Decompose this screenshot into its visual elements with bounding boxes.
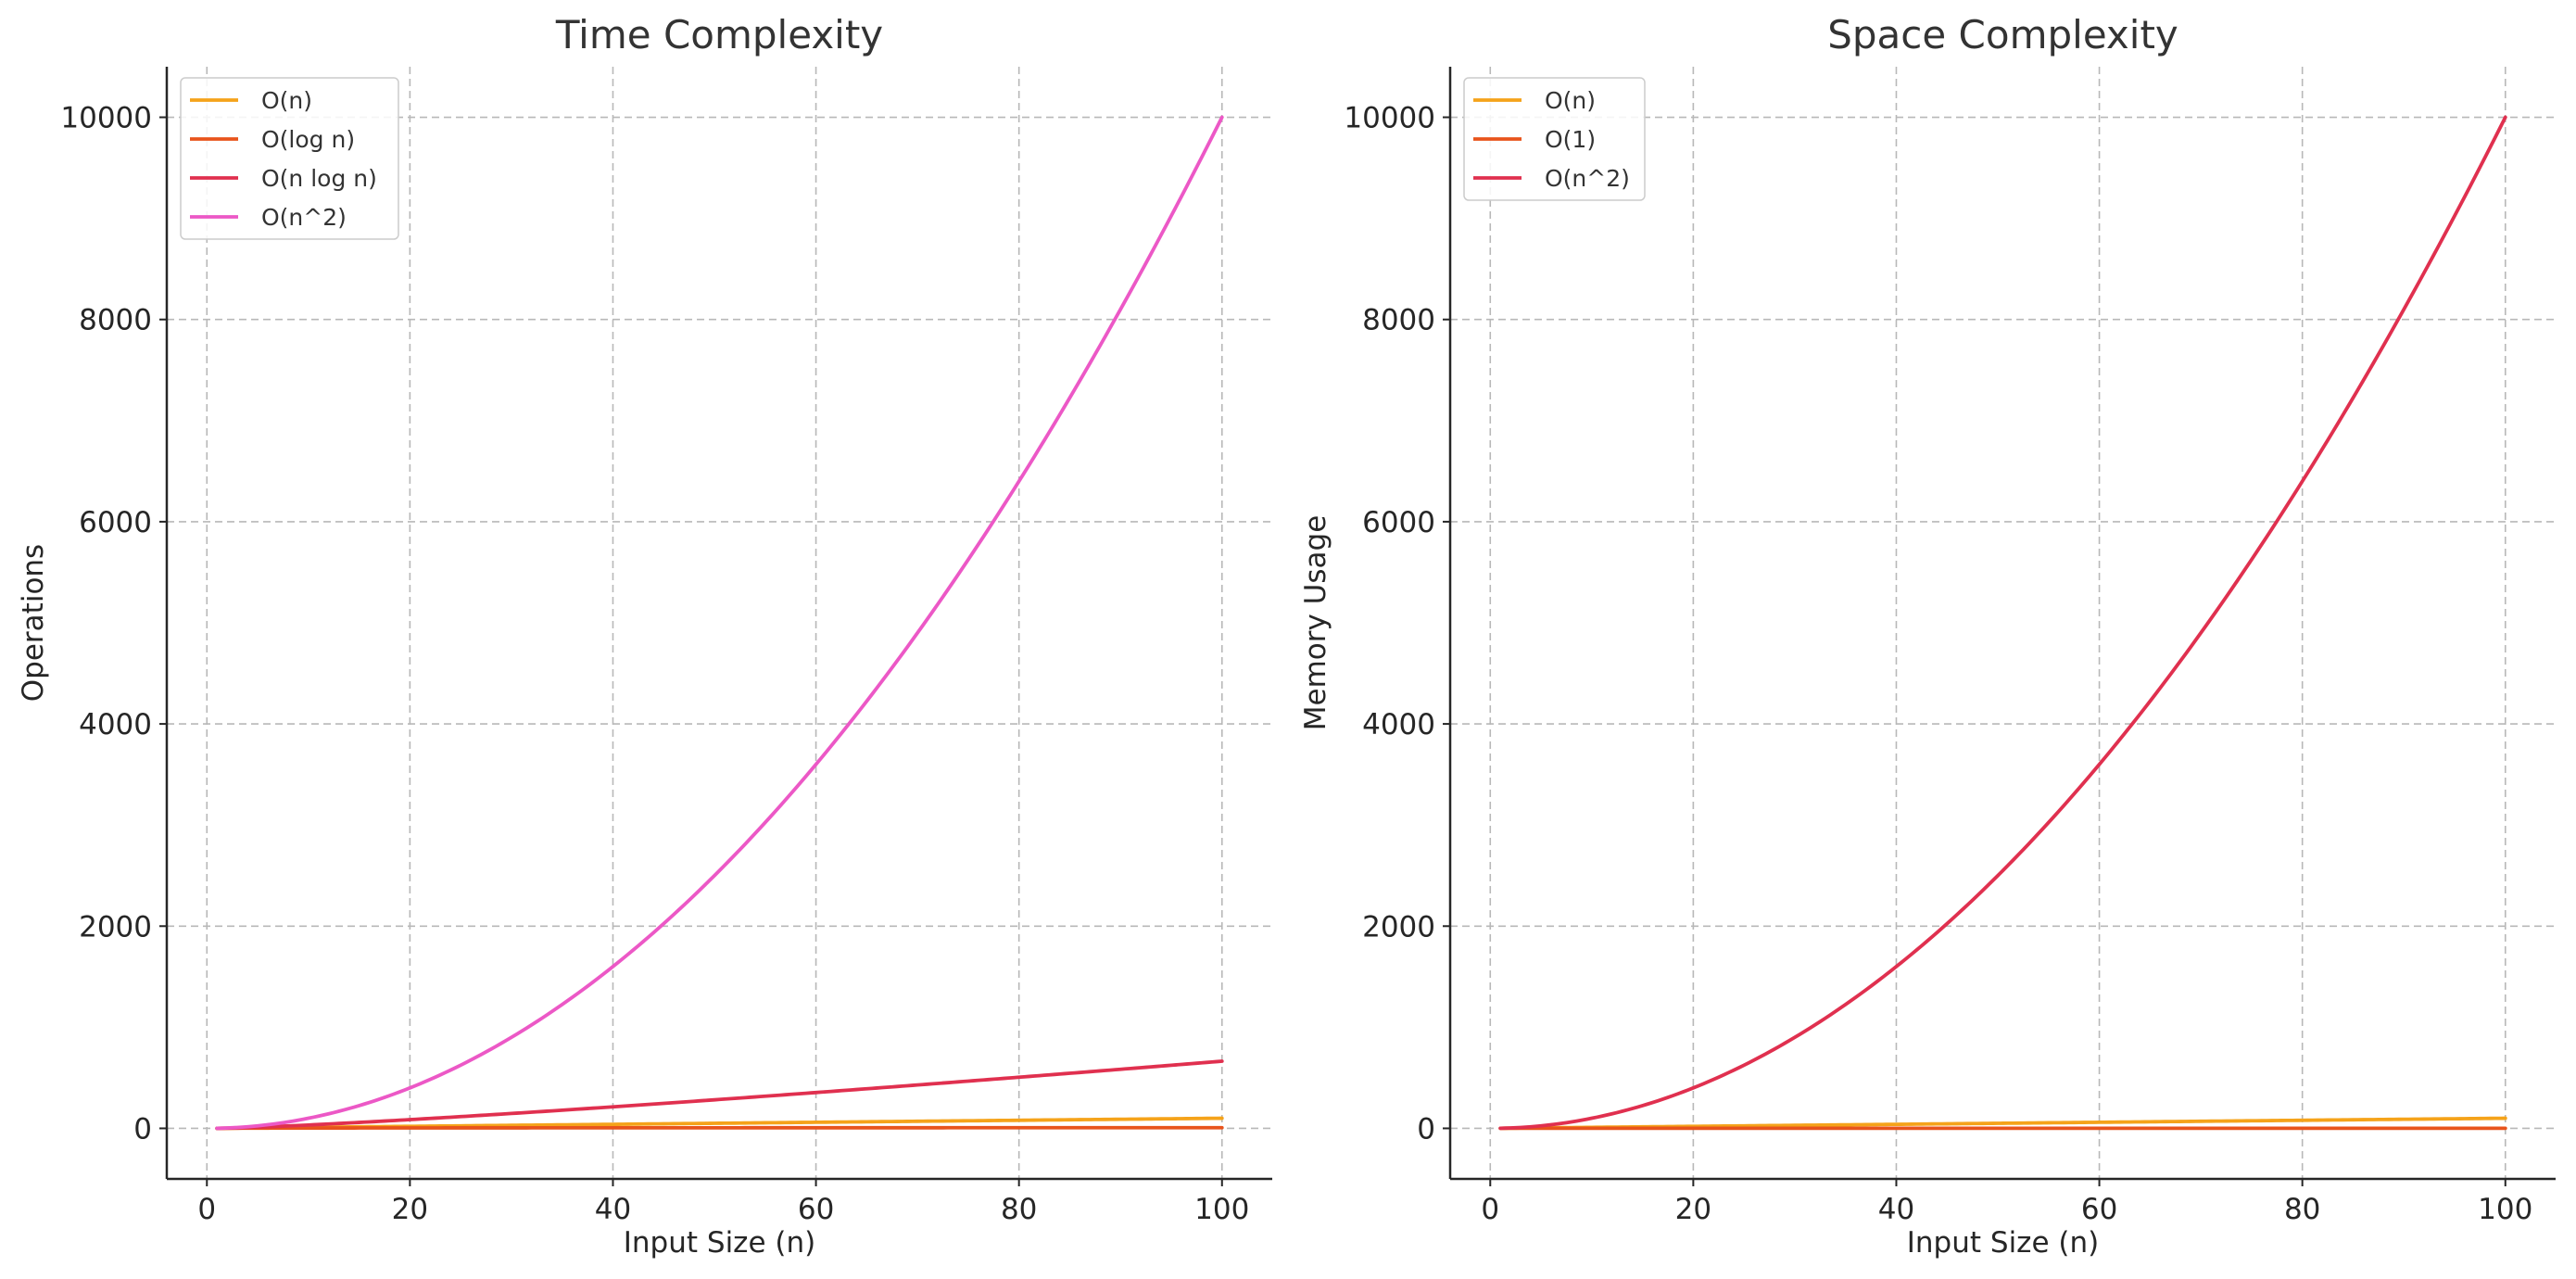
x-tick-label: 20: [1675, 1193, 1711, 1226]
series-group: [215, 115, 1224, 1131]
x-tick-label: 80: [2284, 1193, 2320, 1226]
y-tick-label: 0: [1417, 1112, 1435, 1146]
legend-label: O(log n): [261, 126, 355, 153]
chart-title: Space Complexity: [1827, 12, 2178, 57]
y-tick-label: 8000: [79, 304, 152, 337]
x-tick-label: 60: [798, 1193, 834, 1226]
y-axis-label: Memory Usage: [1299, 515, 1332, 731]
x-tick-label: 40: [595, 1193, 631, 1226]
axes: 0 20 40 60 80 100 0 2000 4000 6000 8000 10000: [1344, 67, 2556, 1226]
series-line-o-log-n: [215, 1125, 1224, 1131]
legend-label: O(1): [1545, 126, 1596, 153]
x-tick-label: 80: [1001, 1193, 1037, 1226]
series-line-o-n-2: [1498, 115, 2507, 1131]
time-complexity-panel: 0 20 40 60 80 100 0 2000 4000 6000 8000 10000 Time …: [17, 12, 1272, 1260]
legend-label: O(n): [1545, 87, 1596, 114]
x-tick-label: 0: [1481, 1193, 1499, 1226]
y-tick-label: 2000: [1362, 910, 1435, 943]
grid: [167, 67, 1272, 1179]
y-tick-label: 10000: [60, 102, 152, 135]
legend: O(n) O(1) O(n^2): [1463, 77, 1646, 201]
y-tick-label: 2000: [79, 910, 152, 943]
y-tick-label: 0: [133, 1112, 152, 1146]
x-tick-label: 100: [1194, 1193, 1249, 1226]
y-axis-label: Operations: [17, 544, 50, 702]
x-tick-label: 0: [197, 1193, 216, 1226]
series-line-o-n-2: [215, 115, 1224, 1131]
legend-label: O(n^2): [1545, 165, 1630, 192]
y-tick-label: 10000: [1344, 102, 1435, 135]
x-tick-label: 60: [2081, 1193, 2117, 1226]
x-axis-label: Input Size (n): [624, 1226, 815, 1260]
y-tick-label: 6000: [1362, 506, 1435, 539]
x-tick-label: 40: [1878, 1193, 1914, 1226]
y-tick-label: 4000: [79, 708, 152, 741]
x-axis-label: Input Size (n): [1907, 1226, 2099, 1260]
x-tick-label: 20: [392, 1193, 428, 1226]
legend-frame: [180, 77, 399, 240]
y-tick-label: 8000: [1362, 304, 1435, 337]
y-tick-label: 4000: [1362, 708, 1435, 741]
legend-label: O(n): [261, 87, 312, 114]
legend-frame: [1463, 77, 1646, 201]
series-line-o-n-log-n: [215, 1059, 1224, 1131]
x-tick-label: 100: [2478, 1193, 2532, 1226]
chart-title: Time Complexity: [555, 12, 883, 57]
space-complexity-panel: 0 20 40 60 80 100 0 2000 4000 6000 8000 10000 Space…: [1299, 12, 2556, 1260]
y-tick-label: 6000: [79, 506, 152, 539]
legend-label: O(n^2): [261, 204, 347, 231]
series-group: [1498, 115, 2507, 1131]
axes: 0 20 40 60 80 100 0 2000 4000 6000 8000 10000: [60, 67, 1272, 1226]
legend-label: O(n log n): [261, 165, 377, 192]
legend: O(n) O(log n) O(n log n) O(n^2): [180, 77, 399, 240]
